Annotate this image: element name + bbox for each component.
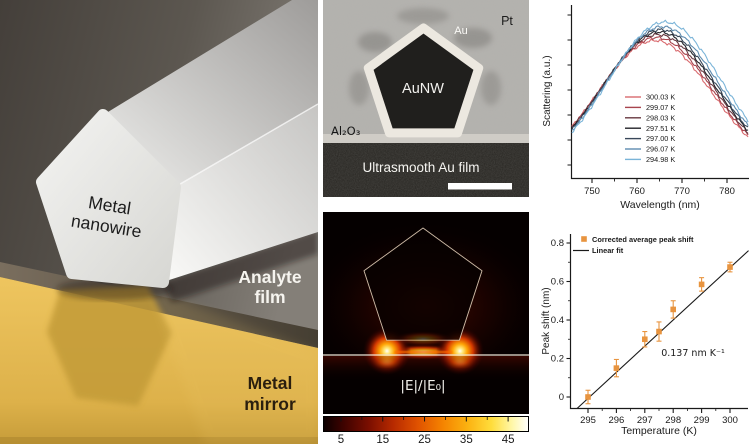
colorbar-tick-label: 45 xyxy=(502,434,515,444)
colorbar-ticks: 5 15 25 35 45 xyxy=(338,417,515,444)
y-axis-tick-label: 0.2 xyxy=(551,354,564,365)
tem-aunw-label: AuNW xyxy=(402,81,444,97)
axis-spines xyxy=(570,5,749,180)
y-axis-tick-label: 0.8 xyxy=(551,238,564,249)
linear-fit-line xyxy=(576,250,749,409)
x-axis-tick-label: 780 xyxy=(719,186,735,197)
colorbar-tick-label: 15 xyxy=(376,434,389,444)
y-axis-tick-label: 0.6 xyxy=(551,277,564,288)
colorbar-tick-label: 5 xyxy=(338,434,344,444)
legend-label: 300.03 K xyxy=(646,93,675,102)
slope-annotation: 0.137 nm K⁻¹ xyxy=(661,348,725,359)
spectra-x-axis-label: Wavelength (nm) xyxy=(620,199,700,211)
data-point-marker xyxy=(585,394,591,400)
hotspot-right-reflection xyxy=(445,357,475,367)
nanowire-top-facet xyxy=(103,0,318,187)
tem-pt-label: Pt xyxy=(501,14,513,28)
tem-al2o3-label: Al₂O₃ xyxy=(331,124,361,138)
analyte-film-label: Analyte film xyxy=(238,267,301,307)
nanowire-reflection xyxy=(47,286,172,406)
nanowire-schematic-panel: Metal nanowire Analyte film Metal mirror xyxy=(0,0,318,444)
x-axis-tick-label: 300 xyxy=(722,415,738,426)
colorbar-tick-label: 25 xyxy=(418,434,431,444)
legend-label: Linear fit xyxy=(592,246,624,255)
metal-mirror-label: Metal mirror xyxy=(244,373,296,414)
x-axis-tick-label: 299 xyxy=(694,415,710,426)
tem-al2o3-layer xyxy=(323,134,529,144)
y-axis-tick-label: 0 xyxy=(559,392,564,403)
field-enhancement-label: |E|/|E₀| xyxy=(400,378,445,394)
colorbar-tick-label: 35 xyxy=(460,434,473,444)
data-point-marker xyxy=(670,306,676,313)
x-axis-tick-label: 298 xyxy=(665,415,681,426)
x-axis-tick-label: 296 xyxy=(608,415,624,426)
y-axis-tick-label: 0.4 xyxy=(551,315,564,326)
tem-cross-section-panel: Pt Au AuNW Al₂O₃ Ultrasmooth Au film xyxy=(323,0,529,197)
spectrum-curve xyxy=(571,27,749,129)
mirror-label-line1: Metal xyxy=(248,373,293,393)
x-axis-tick-label: 770 xyxy=(674,186,690,197)
peakshift-y-axis-label: Peak shift (nm) xyxy=(541,287,552,354)
spectrum-curve xyxy=(571,35,749,136)
gold-mirror-bottom-shade xyxy=(0,437,318,444)
field-enhancement-panel: |E|/|E₀| xyxy=(323,212,529,414)
gold-sheen xyxy=(150,290,318,444)
legend-marker-swatch xyxy=(581,236,587,242)
data-point-marker xyxy=(642,336,648,343)
nanowire-facet-edge-highlight xyxy=(174,103,318,188)
tem-aunw-core-and-shell xyxy=(363,23,484,138)
legend-label: 294.98 K xyxy=(646,155,675,164)
mirror-label-line2: mirror xyxy=(244,394,296,414)
tem-scale-bar xyxy=(448,183,512,190)
spectrum-curve xyxy=(571,19,749,134)
legend-label: Corrected average peak shift xyxy=(592,235,694,244)
nanowire-side-facet xyxy=(163,104,318,282)
peakshift-plot-area: 0 0.2 0.4 0.6 0.8 295 296 297 298 299 300 Corrected… xyxy=(551,234,749,426)
spectrum-curve xyxy=(571,25,749,131)
tem-au-label: Au xyxy=(454,25,467,37)
x-axis-tick-label: 297 xyxy=(637,415,653,426)
x-axis-tick-label: 750 xyxy=(584,186,600,197)
analyte-label-line1: Analyte xyxy=(238,267,301,287)
x-axis-tick-label: 760 xyxy=(629,186,645,197)
nanowire-pentagon-face xyxy=(36,109,181,288)
data-point-marker xyxy=(656,328,662,335)
legend-label: 298.03 K xyxy=(646,113,675,122)
data-point-marker xyxy=(613,365,620,371)
x-axis-tick-label: 295 xyxy=(580,415,596,426)
legend-label: 297.00 K xyxy=(646,134,675,143)
peakshift-x-axis-label: Temperature (K) xyxy=(621,425,697,437)
axis-spines xyxy=(569,234,748,410)
peak-shift-chart: Peak shift (nm) Temperature (K) 0.137 nm… xyxy=(541,234,749,437)
tem-pt-smudges xyxy=(349,8,501,105)
field-colorbar: 5 15 25 35 45 xyxy=(323,416,529,444)
scattering-spectra-chart: Scattering (a.u.) Wavelength (nm) 750 760… xyxy=(542,5,749,211)
nanowire-shadow xyxy=(163,230,318,302)
legend-label: 297.51 K xyxy=(646,124,675,133)
colorbar-gradient xyxy=(323,416,529,432)
inner-bottom-glow xyxy=(393,331,453,347)
hotspot-left-reflection xyxy=(372,357,402,367)
legend-label: 296.07 K xyxy=(646,145,675,154)
gap-streak xyxy=(395,351,452,354)
data-point-marker xyxy=(698,281,705,288)
legend-label: 299.07 K xyxy=(646,103,675,112)
spectra-y-axis-label: Scattering (a.u.) xyxy=(542,55,553,126)
analyte-label-line2: film xyxy=(254,287,285,307)
data-point-marker xyxy=(727,264,733,270)
tem-film-label: Ultrasmooth Au film xyxy=(362,160,479,175)
below-surface-glow xyxy=(323,356,529,382)
